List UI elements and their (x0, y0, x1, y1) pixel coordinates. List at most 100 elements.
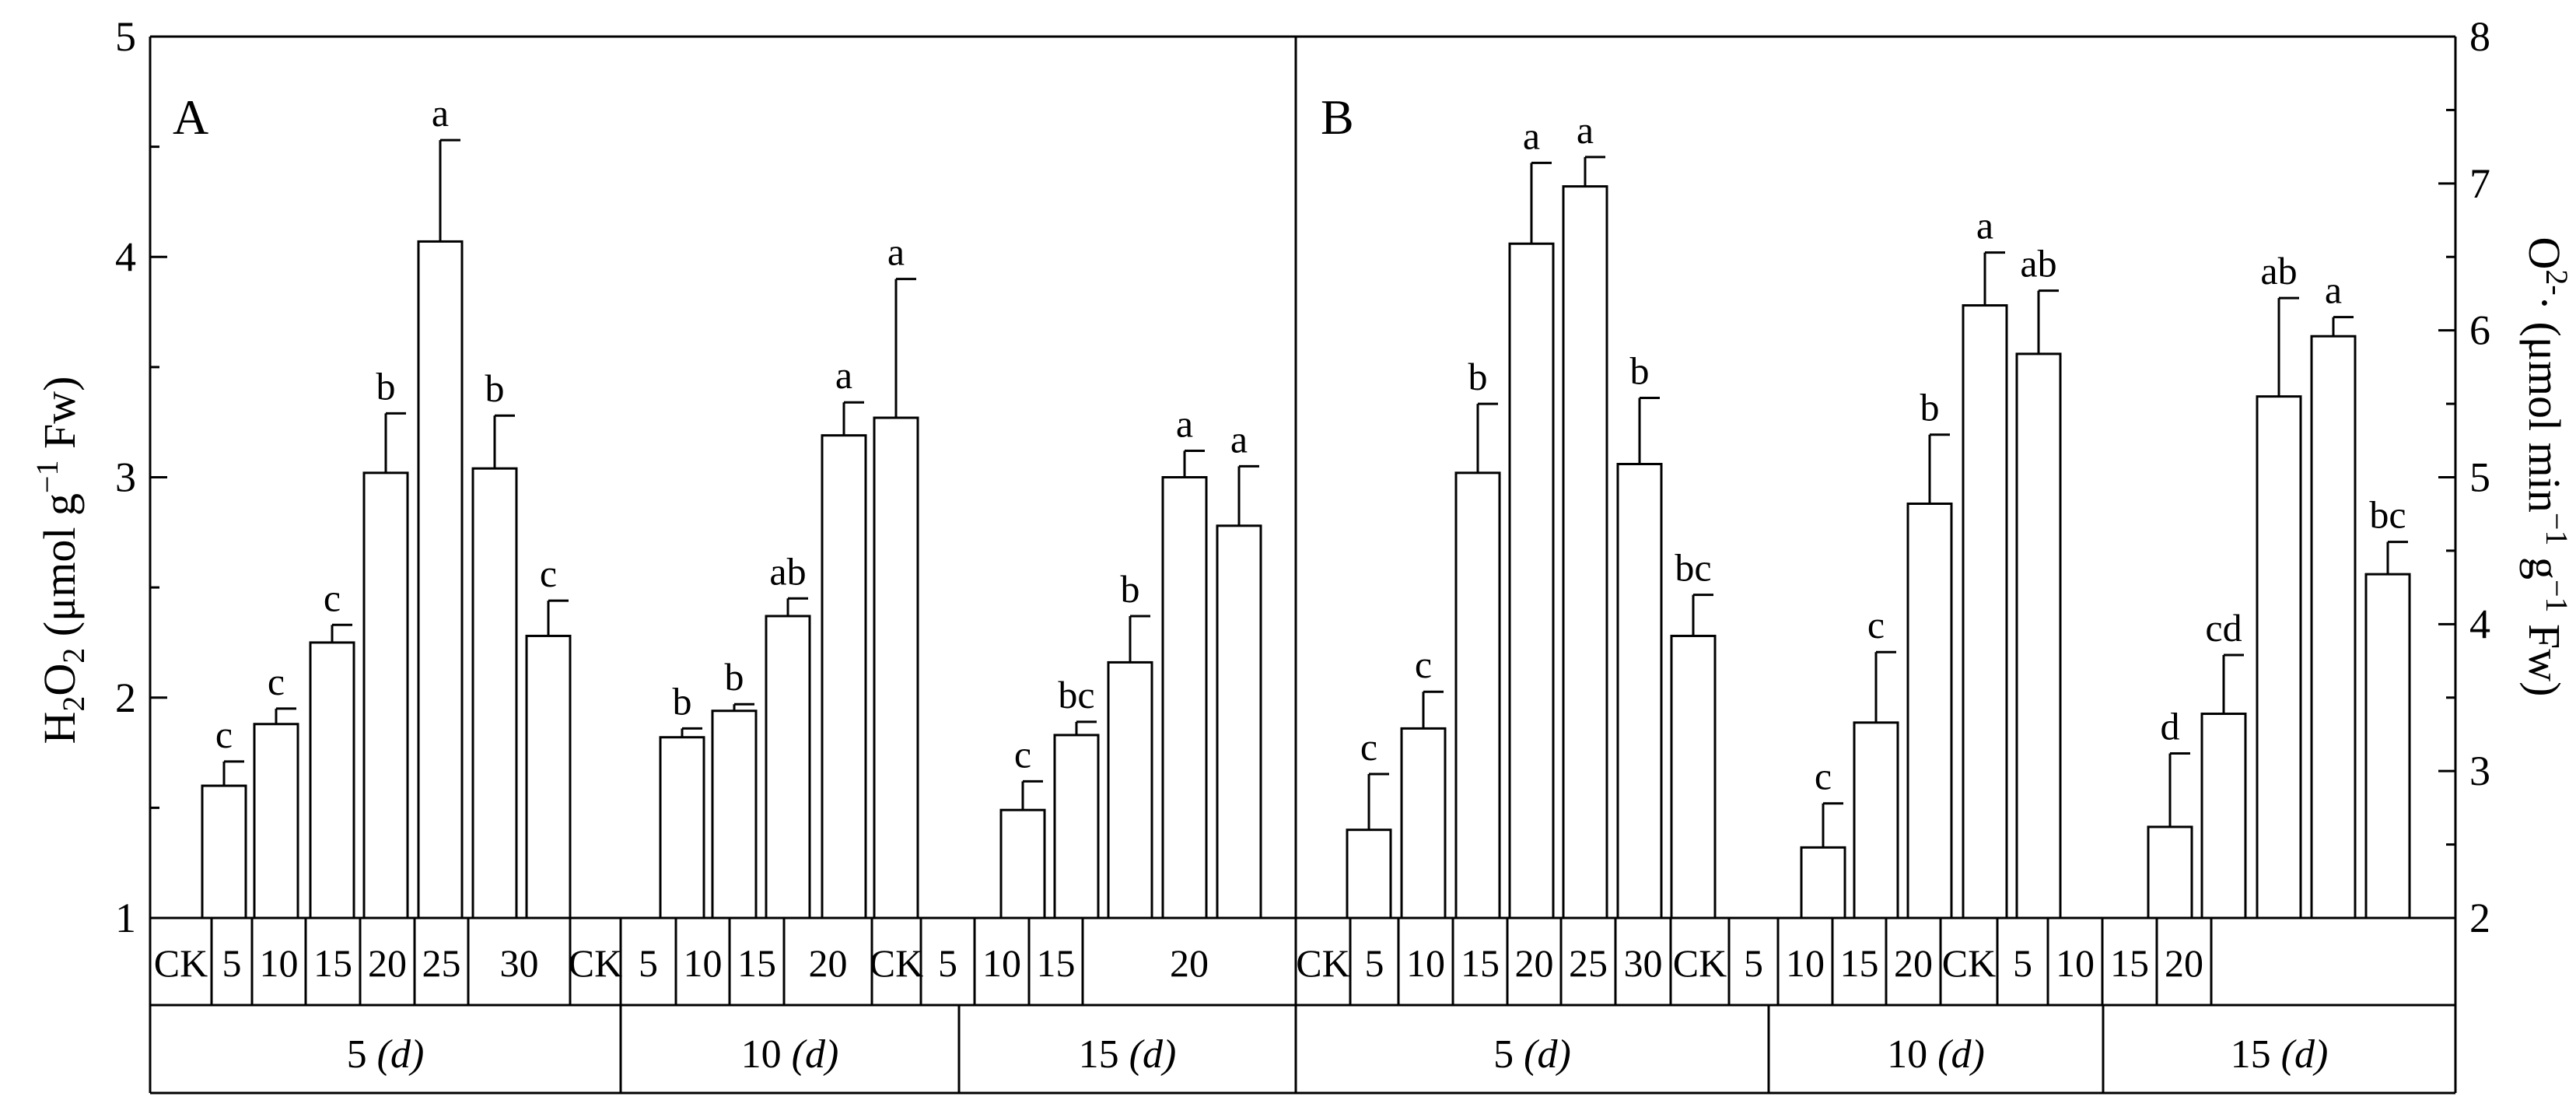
category-label-B-1-1: 5 (1744, 941, 1763, 985)
category-label-B-0-3: 15 (1461, 941, 1500, 985)
sig-label-A-1-0: b (673, 679, 692, 723)
category-label-B-2-1: 5 (2013, 941, 2032, 985)
y-tick-label-right-2: 2 (2469, 895, 2490, 941)
category-label-A-0-4: 20 (368, 941, 407, 985)
bar-A-0-6 (525, 634, 572, 920)
group-label-number: 15 (1079, 1032, 1129, 1077)
category-label-B-0-4: 20 (1515, 941, 1554, 985)
bar-B-0-0 (1346, 828, 1392, 920)
bar-B-1-1 (1853, 721, 1899, 920)
group-label-number: 5 (1493, 1032, 1524, 1077)
group-label-A-2: 15 (d) (1079, 1032, 1177, 1077)
bar-B-0-5 (1616, 463, 1663, 920)
category-label-A-2-2: 10 (982, 941, 1021, 985)
bar-A-1-3 (821, 434, 867, 920)
group-label-unit: (d) (377, 1032, 425, 1077)
bar-B-2-4 (2364, 573, 2411, 920)
group-label-A-0: 5 (d) (347, 1032, 425, 1077)
sig-label-A-1-4: a (887, 230, 905, 274)
panel-a-letter: A (173, 89, 208, 145)
category-label-A-1-3: 15 (737, 941, 776, 985)
bar-B-0-2 (1454, 471, 1501, 920)
sig-label-A-1-1: b (725, 655, 744, 699)
category-label-A-2-0: CK (870, 941, 923, 985)
category-label-A-2-1: 5 (938, 941, 957, 985)
sig-label-A-0-3: b (376, 364, 396, 408)
category-label-A-1-4: 20 (809, 941, 848, 985)
sig-label-B-0-5: b (1630, 349, 1650, 393)
category-label-A-2-4: 20 (1170, 941, 1209, 985)
bar-B-0-1 (1400, 727, 1447, 920)
bar-A-1-4 (873, 416, 919, 920)
bar-B-0-6 (1670, 634, 1717, 920)
bar-B-0-3 (1508, 242, 1555, 920)
category-label-B-1-4: 20 (1894, 941, 1933, 985)
bar-B-2-3 (2310, 335, 2357, 920)
sig-label-A-2-2: b (1121, 567, 1140, 611)
group-label-unit: (d) (2281, 1032, 2329, 1077)
panel-b-letter: B (1321, 89, 1354, 145)
category-label-B-0-5: 25 (1569, 941, 1608, 985)
y-tick-label-right-6: 6 (2469, 307, 2490, 354)
category-label-B-2-3: 15 (2110, 941, 2149, 985)
bar-A-0-4 (417, 240, 464, 920)
sig-label-A-0-4: a (432, 91, 449, 135)
category-label-B-0-6: 30 (1624, 941, 1663, 985)
sig-label-B-2-0: d (2161, 705, 2180, 748)
category-label-B-1-3: 15 (1840, 941, 1879, 985)
bar-B-1-2 (1906, 502, 1953, 920)
y-tick-label-right-5: 5 (2469, 454, 2490, 501)
sig-label-A-2-0: c (1014, 732, 1031, 776)
bars-layer (201, 138, 2411, 920)
bar-A-2-3 (1161, 476, 1208, 920)
group-label-number: 5 (347, 1032, 377, 1077)
group-label-B-0: 5 (d) (1493, 1032, 1571, 1077)
group-label-number: 10 (1887, 1032, 1937, 1077)
group-label-A-1: 10 (d) (741, 1032, 839, 1077)
category-label-B-2-4: 20 (2165, 941, 2203, 985)
sig-label-B-0-0: c (1360, 725, 1377, 769)
sig-label-B-1-2: b (1920, 386, 1940, 429)
sig-label-A-0-6: c (540, 552, 557, 595)
sig-label-A-0-1: c (268, 660, 285, 703)
sig-label-B-0-4: a (1577, 108, 1594, 152)
y-tick-label-right-4: 4 (2469, 601, 2490, 647)
category-label-A-0-5: 25 (422, 941, 461, 985)
category-label-A-0-3: 15 (313, 941, 352, 985)
bar-B-2-2 (2256, 395, 2302, 920)
category-label-A-1-1: 5 (639, 941, 658, 985)
y-tick-label-left-4: 4 (115, 233, 136, 280)
category-label-B-1-2: 10 (1786, 941, 1825, 985)
sig-label-B-1-4: ab (2020, 242, 2056, 286)
category-label-B-0-2: 10 (1406, 941, 1445, 985)
sig-label-B-0-2: b (1468, 355, 1488, 398)
y-tick-label-left-3: 3 (115, 454, 136, 501)
sig-label-B-0-1: c (1415, 643, 1432, 686)
category-label-A-0-0: CK (154, 941, 208, 985)
category-label-B-2-0: CK (1942, 941, 1996, 985)
sig-label-B-2-1: cd (2205, 606, 2242, 650)
bar-B-0-4 (1562, 185, 1608, 920)
sig-label-A-1-2: ab (769, 549, 806, 593)
y-axis-title-left: H2O2 (μmol g−1 Fw) (30, 377, 91, 744)
bar-B-2-1 (2200, 713, 2247, 920)
group-label-B-1: 10 (d) (1887, 1032, 1985, 1077)
bar-A-2-0 (999, 808, 1046, 920)
category-label-B-1-0: CK (1673, 941, 1727, 985)
y-axis-title-right: O2-· (μmol min−1 g−1 Fw) (2519, 237, 2574, 697)
bar-B-2-0 (2147, 825, 2193, 920)
sig-label-A-0-5: b (485, 366, 505, 410)
bar-B-1-4 (2015, 352, 2062, 920)
sig-label-A-1-3: a (835, 353, 852, 397)
bar-A-0-0 (201, 784, 247, 920)
bar-A-2-4 (1216, 524, 1262, 920)
bar-A-1-1 (711, 709, 758, 920)
sig-label-A-2-1: bc (1058, 673, 1094, 716)
y-tick-label-left-1: 1 (115, 895, 136, 941)
group-label-number: 10 (741, 1032, 792, 1077)
bar-A-0-3 (362, 471, 409, 920)
y-tick-label-right-8: 8 (2469, 13, 2490, 60)
bar-A-2-1 (1053, 734, 1100, 920)
group-label-unit: (d) (792, 1032, 839, 1077)
